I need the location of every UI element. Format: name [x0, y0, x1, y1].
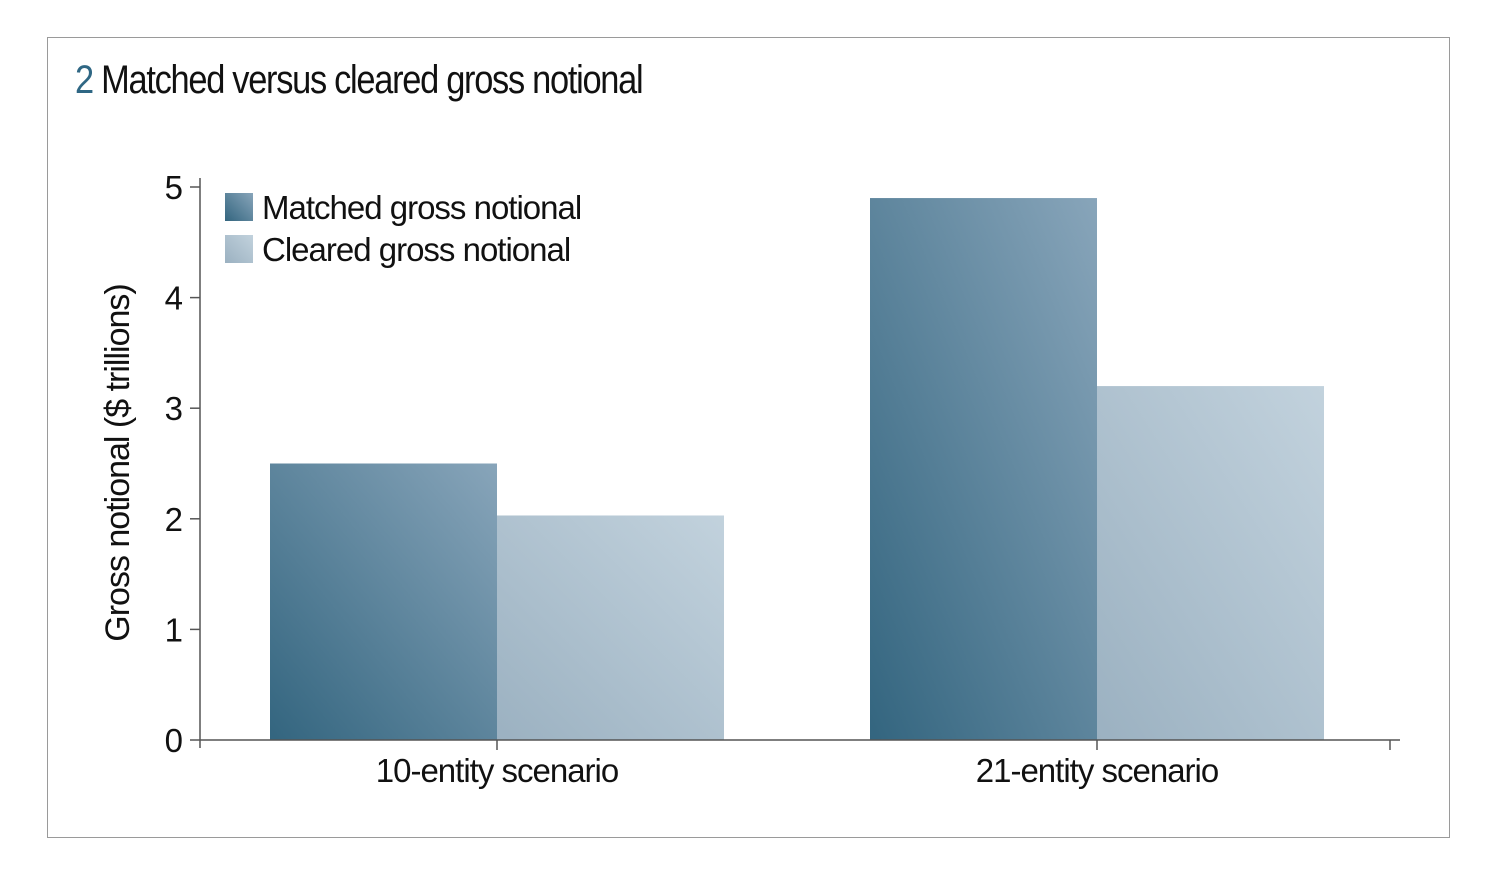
y-tick-label: 1 — [165, 611, 183, 648]
legend-label: Cleared gross notional — [262, 231, 570, 268]
y-tick-label: 4 — [165, 280, 183, 317]
legend-swatch — [225, 193, 253, 221]
chart-frame — [47, 37, 1450, 838]
chart-title: 2 Matched versus cleared gross notional — [75, 58, 644, 103]
chart-number: 2 — [75, 58, 94, 102]
y-tick-label: 0 — [165, 722, 183, 759]
x-tick-label: 10-entity scenario — [376, 752, 618, 789]
bar-matched-0 — [270, 463, 497, 740]
y-axis-label: Gross notional ($ trillions) — [99, 284, 137, 641]
bar-cleared-0 — [497, 515, 724, 740]
y-tick-label: 2 — [165, 501, 183, 538]
x-tick-label: 21-entity scenario — [976, 752, 1218, 789]
y-tick-label: 3 — [165, 390, 183, 427]
chart-title-text: Matched versus cleared gross notional — [101, 58, 643, 102]
legend-label: Matched gross notional — [262, 189, 581, 226]
bar-cleared-1 — [1097, 386, 1324, 740]
bar-matched-1 — [870, 198, 1097, 740]
y-tick-label: 5 — [165, 169, 183, 206]
legend-swatch — [225, 235, 253, 263]
